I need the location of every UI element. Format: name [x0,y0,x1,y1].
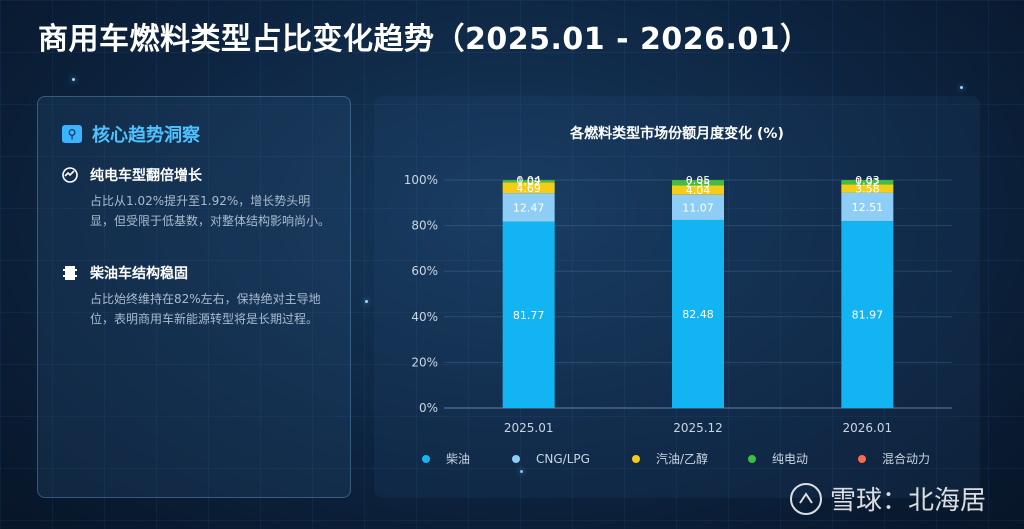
insight-item-ev: 纯电车型翻倍增长 占比从1.02%提升至1.92%，增长势头明显，但受限于低基数… [62,165,332,231]
y-tick-label: 80% [411,219,438,233]
bar-segment [841,221,894,408]
monitor-chart-icon: ⚲ [62,125,82,143]
data-label: 0.04 [516,174,541,187]
data-label: 12.47 [513,201,545,214]
x-tick-label: 2026.01 [843,421,893,435]
legend-marker [512,455,520,463]
legend-marker [748,455,756,463]
bar-segment [841,192,894,222]
x-tick-label: 2025.01 [504,421,554,435]
panel-title: 核心趋势洞察 [92,125,200,146]
data-label: 4.69 [516,182,541,195]
legend-label: 汽油/乙醇 [656,451,708,466]
bar-segment [672,219,724,408]
star-decoration [520,470,523,473]
y-tick-label: 60% [411,264,438,278]
stacked-bar-chart: 各燃料类型市场份额月度变化 (%) 0% 20% 40% 60% 80% 100% 81.77… [404,125,952,466]
bar-segment [672,180,724,186]
y-tick-label: 100% [404,173,438,187]
chart-panel: 各燃料类型市场份额月度变化 (%) 0% 20% 40% 60% 80% 100% 81.77… [374,96,980,498]
bar-segment [672,194,724,220]
data-label: 81.97 [852,309,884,322]
insight-panel: ⚲ 核心趋势洞察 纯电车型翻倍增长 占比从1.02%提升至1.92%，增长势头明… [37,96,351,498]
data-label: 0.05 [686,174,711,187]
data-label: 12.51 [852,201,884,214]
insight-title: 纯电车型翻倍增长 [90,168,202,184]
bar-segment [502,221,555,408]
data-label: 0.03 [855,174,880,187]
growth-gauge-icon [62,167,78,183]
legend-marker [858,455,866,463]
legend-label: CNG/LPG [536,452,590,466]
layers-icon [62,265,78,281]
data-label: 82.48 [682,308,714,321]
bar-segment [672,185,724,195]
y-tick-label: 0% [419,401,438,415]
data-label: 3.58 [855,183,880,196]
bar-segment [841,180,894,185]
insight-item-diesel: 柴油车结构稳固 占比始终维持在82%左右，保持绝对主导地位，表明商用车新能源转型… [62,263,332,329]
bar-segment [841,184,894,193]
insight-title: 柴油车结构稳固 [90,266,188,282]
y-tick-label: 20% [411,355,438,369]
x-tick-label: 2025.12 [673,421,723,435]
chart-title: 各燃料类型市场份额月度变化 (%) [569,125,784,142]
bar-segment [502,193,555,222]
data-label: 81.77 [513,309,545,322]
insight-text: 占比从1.02%提升至1.92%，增长势头明显，但受限于低基数，对整体结构影响尚… [90,194,331,228]
watermark-text: 雪球：北海居 [829,486,986,516]
star-decoration [960,86,963,89]
bar-segment [502,180,555,183]
legend-marker [422,455,430,463]
data-label: 11.07 [682,201,714,214]
page-title: 商用车燃料类型占比变化趋势（2025.01 - 2026.01） [38,22,811,57]
star-decoration [365,300,368,303]
legend-label: 混合动力 [882,451,930,466]
y-tick-label: 40% [411,310,438,324]
data-label: 4.04 [686,184,711,197]
legend-marker [632,455,640,463]
insight-text: 占比始终维持在82%左右，保持绝对主导地位，表明商用车新能源转型将是长期过程。 [90,292,321,326]
star-decoration [72,78,75,81]
legend-label: 纯电动 [772,452,808,466]
watermark: 雪球：北海居 [789,480,986,517]
data-label: 1.92 [855,176,880,189]
bar-segment [502,182,555,194]
panel-header: ⚲ 核心趋势洞察 [62,121,200,147]
data-label: 1.02 [516,175,541,188]
legend-label: 柴油 [446,452,470,466]
snowball-logo-icon [789,482,822,515]
